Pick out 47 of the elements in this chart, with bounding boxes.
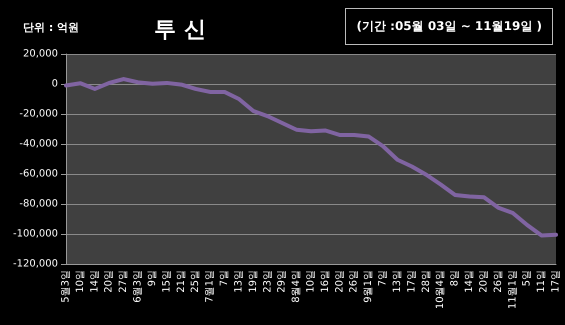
y-tick-label: -80,000 (19, 198, 58, 210)
x-tick-label: 27일 (118, 270, 130, 293)
y-tick-label: -40,000 (19, 138, 58, 150)
x-tick-label: 13일 (233, 270, 244, 293)
x-tick-label: 8일 (450, 270, 461, 286)
x-tick-label: 9월1일 (363, 270, 374, 303)
x-tick-label: 10일 (306, 270, 316, 293)
x-tick-label: 7일 (219, 270, 230, 286)
x-tick-label: 20일 (478, 270, 490, 293)
x-tick-label: 11일 (536, 270, 548, 293)
y-tick-label: -20,000 (19, 108, 58, 120)
line-series (64, 77, 558, 238)
x-tick-label: 6월3일 (132, 270, 144, 303)
x-tick-label: 19일 (248, 270, 259, 293)
x-tick-label: 26일 (348, 270, 360, 293)
y-tick-label: -120,000 (13, 258, 58, 270)
y-tick-label: 0 (52, 78, 58, 90)
x-tick-label: 17일 (550, 270, 562, 293)
x-tick-label: 11월1일 (507, 270, 518, 310)
chart-title: 투 신 (154, 18, 206, 42)
x-tick-label: 7일 (378, 270, 389, 286)
x-tick-label: 25일 (190, 270, 202, 293)
text: (기간 :05월 03일 ~ 11월19일 ) (345, 8, 553, 45)
x-tick-label: 14일 (89, 270, 100, 293)
x-tick-label: 23일 (262, 270, 274, 293)
y-axis-title: 단위 : 억원 (23, 21, 80, 34)
x-tick-label: 8월4일 (291, 270, 302, 303)
x-tick-label: 28일 (420, 270, 432, 293)
x-tick-label: 7월1일 (204, 270, 216, 303)
x-tick-label: 14일 (464, 270, 476, 293)
y-tick-label: -100,000 (13, 228, 58, 240)
x-tick-label: 16일 (320, 270, 331, 293)
x-tick-label: 15일 (161, 270, 172, 293)
x-tick-label: 13일 (392, 270, 403, 293)
x-tick-label: 26일 (492, 270, 504, 293)
x-tick-label: 20일 (334, 270, 346, 293)
y-tick-label: 20,000 (23, 48, 58, 60)
x-tick-label: 5월3일 (60, 270, 72, 303)
x-tick-label: 21일 (176, 270, 187, 293)
x-tick-label: 9일 (146, 270, 158, 286)
x-tick-label: 5일 (522, 270, 533, 286)
x-tick-label: 29일 (276, 270, 288, 293)
y-tick-label: -60,000 (19, 168, 58, 180)
x-tick-label: 10일 (74, 270, 86, 293)
x-tick-label: 10월4일 (435, 270, 446, 310)
x-tick-label: 17일 (406, 270, 418, 293)
x-tick-label: 20일 (104, 270, 115, 293)
